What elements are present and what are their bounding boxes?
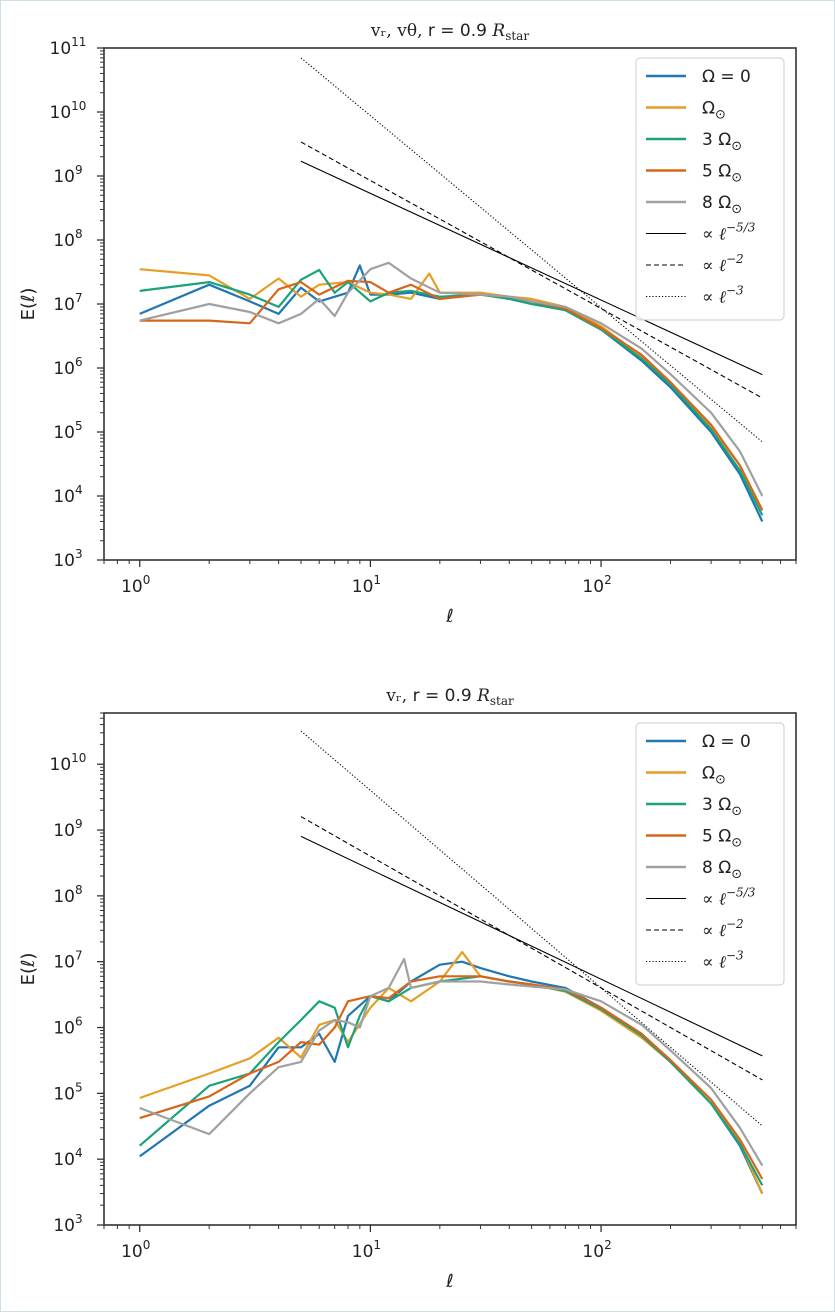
- legend-label: 3 Ω⊙: [702, 795, 742, 819]
- y-tick-label: 109: [53, 817, 82, 841]
- legend-label: ∝ ℓ−3: [702, 284, 744, 308]
- legend: Ω = 0 Ω⊙ 3 Ω⊙ 5 Ω⊙ 8 Ω⊙ ∝ ℓ−5/3 ∝ ℓ−2 ∝ ℓ−3: [635, 722, 785, 986]
- y-tick-label: 1011: [50, 35, 87, 59]
- x-tick-label: 100: [121, 1238, 150, 1262]
- series-line: [138, 975, 764, 1186]
- legend-label: Ω = 0: [702, 67, 751, 87]
- series-line: [139, 957, 764, 1167]
- y-tick-label: 1010: [50, 751, 87, 775]
- y-tick-label: 106: [53, 1015, 82, 1039]
- x-tick-label: 101: [352, 1238, 381, 1262]
- legend-label: ∝ ℓ−2: [702, 917, 744, 941]
- legend-label: Ω⊙: [702, 99, 726, 123]
- legend: Ω = 0 Ω⊙ 3 Ω⊙ 5 Ω⊙ 8 Ω⊙ ∝ ℓ−5/3 ∝ ℓ−2 ∝ ℓ−3: [635, 57, 785, 321]
- legend-label: 8 Ω⊙: [702, 193, 742, 217]
- x-axis: 100 101 102: [103, 1225, 797, 1262]
- y-tick-label: 103: [53, 1212, 82, 1236]
- y-tick-label: 106: [53, 355, 82, 379]
- legend-label: 5 Ω⊙: [702, 827, 742, 851]
- y-tick-label: 105: [53, 419, 82, 443]
- series-line: [300, 160, 763, 376]
- series-line: [139, 279, 764, 511]
- y-axis-label: E(ℓ): [18, 288, 39, 321]
- y-tick-label: 109: [53, 163, 82, 187]
- series-line: [139, 264, 764, 522]
- series-group: [139, 57, 764, 522]
- x-tick-label: 101: [352, 573, 381, 597]
- x-tick-label: 100: [121, 573, 150, 597]
- x-axis-label: ℓ: [445, 606, 453, 627]
- chart-title: vᵣ, vθ, r = 0.9 Rstar: [370, 21, 529, 43]
- legend-label: Ω = 0: [702, 732, 751, 752]
- y-axis: 103 104 105 106 107 108 109 1010 1011: [50, 35, 104, 571]
- legend-label: ∝ ℓ−5/3: [702, 221, 756, 245]
- series-line: [139, 261, 764, 497]
- y-tick-label: 104: [53, 1146, 82, 1170]
- y-tick-label: 107: [53, 291, 82, 315]
- series-line: [300, 57, 763, 443]
- legend-label: ∝ ℓ−3: [702, 949, 744, 973]
- series-line: [139, 268, 764, 516]
- y-tick-label: 105: [53, 1080, 82, 1104]
- legend-label: ∝ ℓ−5/3: [702, 886, 756, 910]
- series-group: [138, 730, 764, 1195]
- plot-frame: [103, 712, 797, 1226]
- y-tick-label: 107: [53, 949, 82, 973]
- legend-box: [635, 57, 785, 321]
- y-tick-label: 103: [53, 547, 82, 571]
- series-line: [139, 975, 764, 1180]
- legend-box: [635, 722, 785, 986]
- series-line: [300, 835, 763, 1057]
- series-line: [139, 950, 764, 1195]
- legend-label: 3 Ω⊙: [702, 130, 742, 154]
- x-axis: 100 101 102: [103, 560, 797, 597]
- x-axis-label: ℓ: [445, 1271, 453, 1292]
- legend-label: ∝ ℓ−2: [702, 252, 744, 276]
- x-tick-label: 102: [582, 573, 611, 597]
- legend-label: Ω⊙: [702, 764, 726, 788]
- series-line: [300, 816, 763, 1081]
- y-axis-label: E(ℓ): [18, 953, 39, 986]
- plot-frame: [103, 47, 797, 561]
- y-tick-label: 1010: [50, 99, 87, 123]
- y-axis: 103 104 105 106 107 108 109 1010: [50, 712, 104, 1236]
- y-tick-label: 108: [53, 227, 82, 251]
- y-tick-label: 108: [53, 883, 82, 907]
- legend-label: 5 Ω⊙: [702, 162, 742, 186]
- chart-title: vᵣ, r = 0.9 Rstar: [385, 686, 514, 708]
- legend-label: 8 Ω⊙: [702, 858, 742, 882]
- y-tick-label: 104: [53, 483, 82, 507]
- series-line: [300, 730, 763, 1127]
- x-tick-label: 102: [582, 1238, 611, 1262]
